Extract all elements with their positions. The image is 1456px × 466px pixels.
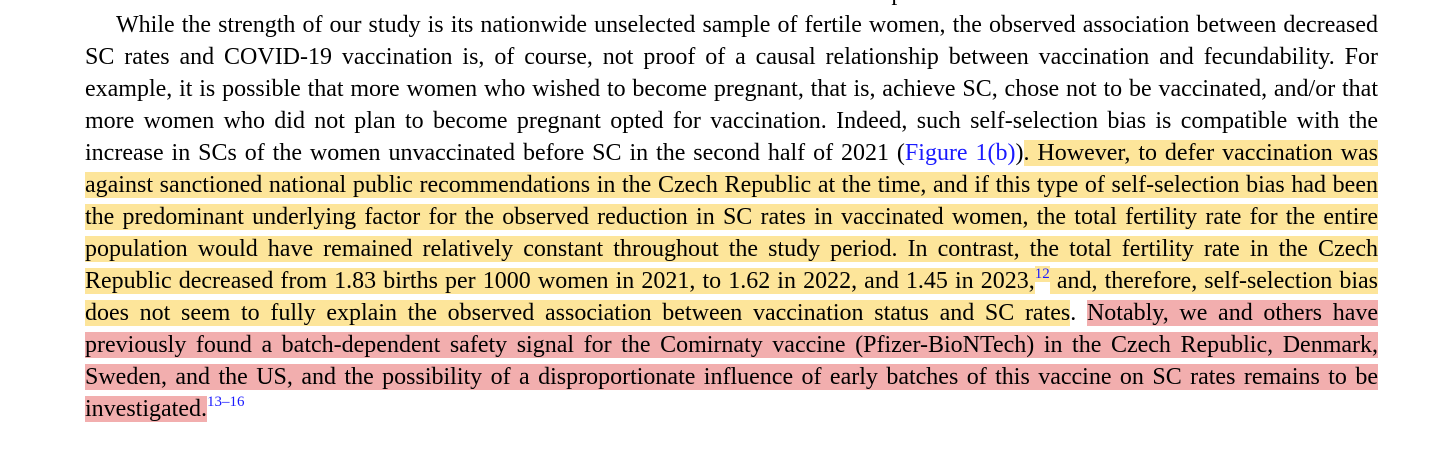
citation[interactable]: 13–16 — [206, 394, 245, 410]
paragraph: While the strength of our study is its n… — [85, 9, 1379, 425]
text: . — [1070, 300, 1087, 326]
text: While the strength of our study is its n… — [85, 12, 1378, 166]
citation[interactable]: 12 — [1034, 266, 1050, 282]
previous-line: vaccination was associated with a substa… — [85, 0, 1378, 9]
text: ) — [1015, 140, 1024, 166]
figure-link[interactable]: Figure 1(b) — [904, 140, 1016, 166]
